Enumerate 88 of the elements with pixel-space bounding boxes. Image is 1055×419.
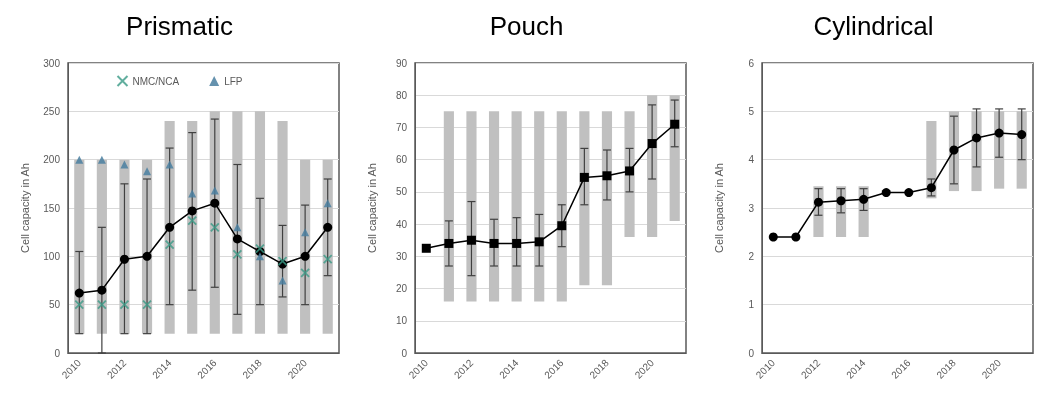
point — [301, 228, 310, 237]
y-tick-label: 150 — [43, 202, 61, 214]
point — [119, 254, 129, 264]
point — [859, 194, 869, 204]
point — [994, 128, 1004, 138]
y-axis-title: Cell capacity in Ah — [365, 163, 378, 253]
point — [209, 222, 220, 233]
point — [142, 299, 152, 310]
point — [813, 197, 823, 207]
point — [647, 139, 657, 149]
y-axis-title: Cell capacity in Ah — [18, 163, 31, 253]
y-tick-label: 20 — [395, 283, 408, 295]
y-tick-label: 200 — [43, 154, 61, 166]
y-tick-label: 6 — [748, 57, 755, 69]
y-tick-label: 3 — [748, 202, 755, 214]
point — [165, 160, 174, 169]
point — [210, 198, 220, 208]
point — [444, 238, 454, 248]
bar — [277, 121, 288, 334]
point — [466, 235, 476, 245]
point — [421, 243, 431, 253]
point — [625, 166, 635, 176]
point — [836, 196, 846, 206]
y-tick-label: 40 — [395, 218, 408, 230]
y-tick-label: 90 — [395, 57, 408, 69]
point — [300, 251, 310, 261]
point — [74, 299, 85, 310]
point — [120, 160, 129, 169]
point — [232, 249, 243, 260]
point — [255, 252, 264, 261]
point — [97, 155, 106, 164]
point — [768, 232, 778, 242]
point — [164, 239, 175, 250]
point — [579, 172, 589, 182]
point — [926, 183, 936, 193]
y-tick-label: 10 — [395, 315, 408, 327]
y-tick-label: 0 — [748, 347, 755, 359]
point — [278, 276, 287, 285]
y-tick-label: 0 — [401, 347, 408, 359]
point — [142, 251, 152, 261]
point — [210, 186, 219, 195]
point — [143, 167, 152, 176]
point — [187, 215, 198, 226]
point — [972, 133, 982, 143]
point — [602, 171, 612, 181]
y-tick-label: 80 — [395, 89, 408, 101]
chart-title: Prismatic — [126, 11, 233, 41]
y-tick-label: 2 — [748, 250, 755, 262]
legend-label: NMC/NCA — [132, 75, 180, 87]
point — [188, 189, 197, 198]
point — [489, 238, 499, 248]
point — [165, 222, 175, 232]
y-tick-label: 70 — [395, 121, 408, 133]
point — [255, 243, 265, 254]
y-tick-label: 4 — [748, 154, 755, 166]
point — [1017, 130, 1027, 140]
point — [119, 299, 130, 310]
y-tick-label: 50 — [395, 186, 408, 198]
y-tick-label: 30 — [395, 250, 408, 262]
point — [791, 232, 801, 242]
point — [187, 206, 197, 216]
y-tick-label: 5 — [748, 105, 755, 117]
chart-title: Pouch — [489, 11, 564, 41]
y-tick-label: 50 — [48, 299, 61, 311]
point — [557, 221, 567, 231]
point — [323, 222, 333, 232]
point — [512, 238, 522, 248]
legend-label: LFP — [224, 75, 243, 87]
point — [670, 119, 680, 129]
point — [232, 234, 242, 244]
point — [949, 145, 959, 155]
point — [74, 288, 84, 298]
point — [322, 254, 333, 265]
point — [904, 188, 914, 198]
point — [300, 267, 311, 278]
y-tick-label: 300 — [43, 57, 61, 69]
y-tick-label: 1 — [748, 299, 755, 311]
point — [97, 285, 107, 295]
chart-title: Cylindrical — [813, 11, 934, 41]
y-tick-label: 0 — [54, 347, 61, 359]
y-tick-label: 250 — [43, 105, 61, 117]
y-tick-label: 100 — [43, 250, 61, 262]
point — [96, 299, 107, 310]
y-tick-label: 60 — [395, 154, 408, 166]
point — [881, 188, 891, 198]
point — [75, 155, 84, 164]
point — [534, 237, 544, 247]
y-axis-title: Cell capacity in Ah — [712, 163, 725, 253]
